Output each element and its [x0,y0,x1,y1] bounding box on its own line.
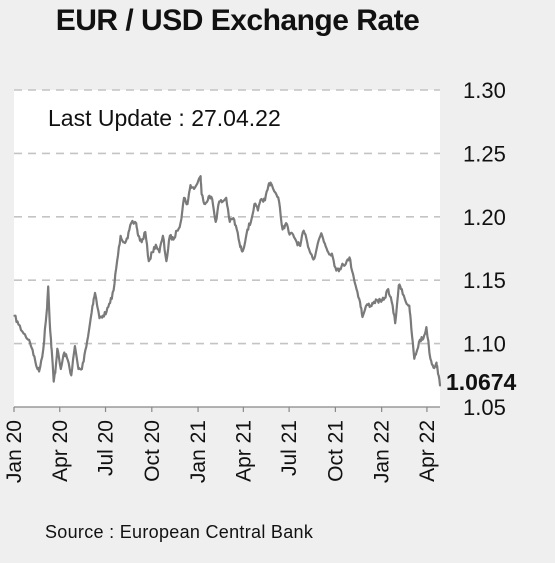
y-tick-label: 1.10 [463,332,506,357]
last-value-label: 1.0674 [446,369,517,395]
y-tick-label: 1.25 [463,141,506,166]
x-tick-label: Jan 21 [187,420,210,483]
source-note: Source : European Central Bank [45,522,314,542]
x-tick-label: Jul 20 [95,420,118,476]
x-tick-label: Apr 22 [416,420,439,482]
x-tick-labels: Jan 20 Apr 20 Jul 20 Oct 20 Jan 21 Apr 21 Jul … [3,420,439,483]
x-tick-label: Apr 20 [49,420,72,482]
axes [13,406,440,412]
y-tick-labels: 1.30 1.25 1.20 1.15 1.10 1.05 [463,78,506,420]
series-line [13,175,442,387]
series-layer [13,175,442,387]
x-tick-label: Jul 21 [278,420,301,476]
y-tick-label: 1.30 [463,78,506,103]
x-tick-label: Oct 20 [141,420,164,482]
x-tick-label: Jan 20 [3,420,26,483]
y-tick-label: 1.20 [463,205,506,230]
x-tick-label: Apr 21 [232,420,255,482]
x-tick-label: Jan 22 [371,420,394,483]
grid-lines [14,89,440,345]
chart-title: EUR / USD Exchange Rate [55,4,420,37]
x-tick-label: Oct 21 [324,420,347,482]
y-tick-label: 1.05 [463,395,506,420]
last-update-annotation: Last Update : 27.04.22 [48,105,281,131]
y-tick-label: 1.15 [463,268,506,293]
